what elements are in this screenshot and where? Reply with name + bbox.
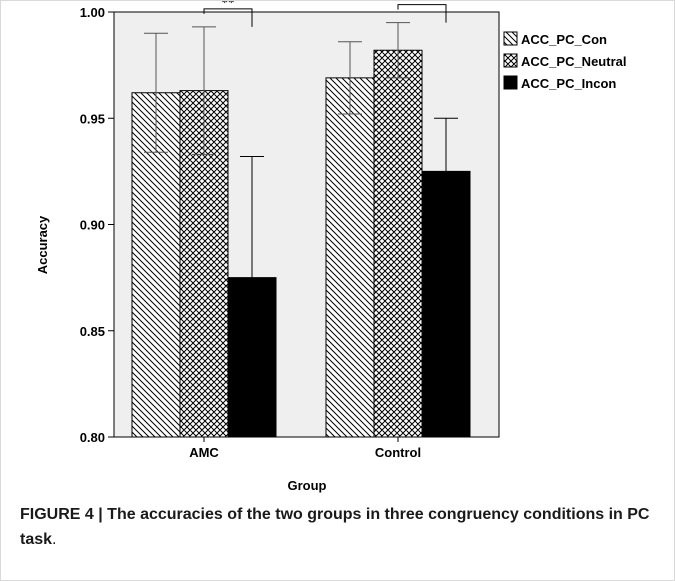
legend-swatch-acc_pc_neutral (503, 53, 518, 68)
significance-label: ** (222, 1, 235, 10)
legend-label: ACC_PC_Incon (521, 76, 616, 91)
figure-caption: FIGURE 4 | The accuracies of the two gro… (20, 502, 660, 552)
y-axis-label: Accuracy (35, 215, 50, 274)
bar-chart: ** ** 0.80 0.85 0.90 0.95 1.00 AMC Control Acc… (35, 1, 626, 493)
y-tick-label: 0.95 (80, 111, 105, 126)
legend: ACC_PC_Con ACC_PC_Neutral ACC_PC_Incon (503, 31, 626, 91)
bar-control-acc_pc_neutral (373, 49, 423, 438)
caption-end: . (52, 531, 57, 548)
significance-label: ** (416, 1, 429, 6)
y-tick-label: 0.80 (80, 430, 105, 445)
significance-bracket (397, 4, 447, 23)
x-tick-label: Control (375, 445, 421, 460)
x-axis-label: Group (288, 478, 327, 493)
legend-label: ACC_PC_Con (521, 32, 607, 47)
caption-text: The accuracies of the two groups in thre… (20, 506, 650, 548)
significance-bracket (203, 8, 253, 27)
legend-swatch-acc_pc_incon (503, 75, 518, 90)
y-tick-label: 1.00 (80, 5, 105, 20)
legend-label: ACC_PC_Neutral (521, 54, 626, 69)
legend-swatch-acc_pc_con (503, 31, 518, 46)
y-tick-label: 0.90 (80, 218, 105, 233)
y-tick-label: 0.85 (80, 324, 105, 339)
bar-control-acc_pc_con (325, 77, 375, 438)
caption-label: FIGURE 4 | (20, 506, 103, 523)
x-tick-label: AMC (189, 445, 219, 460)
